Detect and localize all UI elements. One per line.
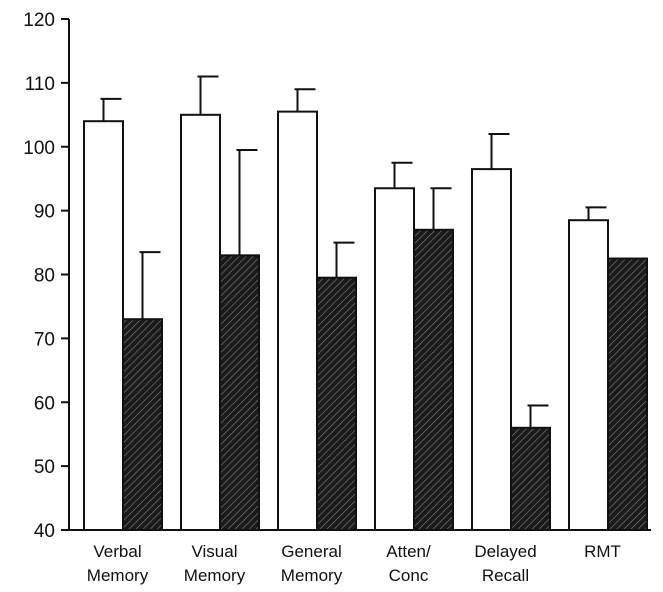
bar-series-2 [316, 276, 357, 531]
category-label: Atten/ [386, 542, 431, 561]
bar-series-1 [277, 110, 318, 532]
y-tick-label: 60 [34, 393, 55, 414]
category-label: Visual [192, 542, 238, 561]
category-label: General [281, 542, 341, 561]
plot-area: 40 50 60 70 80 90 100 110 120 Verbal Memory Visual M… [23, 10, 651, 585]
bar-series-1 [374, 187, 415, 532]
bar-series-2 [413, 228, 454, 531]
bar-series-2 [122, 318, 163, 531]
category-label: Verbal [93, 542, 141, 561]
category-label: Memory [184, 566, 246, 585]
bar-series-1 [471, 168, 512, 531]
y-tick-label: 100 [23, 138, 55, 159]
bar-series-2 [219, 254, 260, 531]
y-tick-label: 80 [34, 266, 55, 287]
bar-series-2 [510, 426, 551, 531]
bar-series-1 [83, 120, 124, 531]
category-label: Delayed [474, 542, 536, 561]
y-tick-label: 110 [25, 74, 55, 95]
y-tick-label: 120 [23, 10, 55, 31]
category-label: Conc [389, 566, 429, 585]
category-label: Memory [87, 566, 149, 585]
y-tick-label: 40 [34, 521, 55, 542]
y-tick-label: 50 [34, 457, 55, 478]
y-tick-label: 70 [34, 329, 55, 350]
category-label: Memory [281, 566, 343, 585]
bar-series-1 [180, 113, 221, 531]
y-tick-label: 90 [34, 202, 55, 223]
bar-series-1 [568, 219, 609, 532]
category-label: Recall [482, 566, 529, 585]
category-label: RMT [584, 542, 621, 561]
bar-series-2 [607, 257, 648, 531]
